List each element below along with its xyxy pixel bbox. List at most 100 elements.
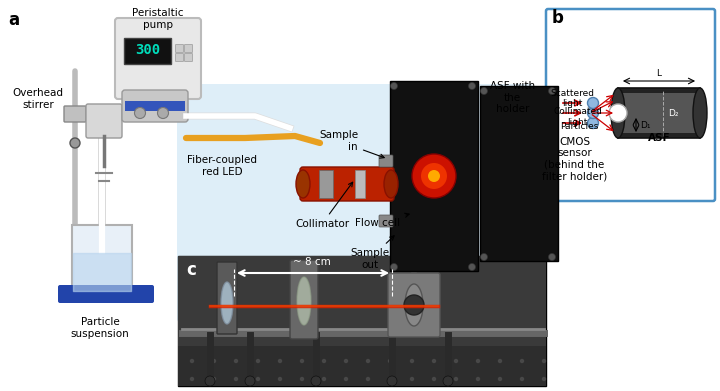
- FancyBboxPatch shape: [178, 341, 546, 386]
- FancyBboxPatch shape: [217, 262, 237, 334]
- FancyBboxPatch shape: [620, 93, 700, 133]
- Circle shape: [480, 253, 487, 260]
- Circle shape: [212, 359, 216, 363]
- Circle shape: [469, 83, 475, 90]
- FancyBboxPatch shape: [124, 38, 171, 63]
- Circle shape: [278, 359, 282, 363]
- Text: Flow cell: Flow cell: [356, 213, 409, 228]
- Circle shape: [158, 108, 168, 118]
- Circle shape: [322, 359, 326, 363]
- Circle shape: [387, 376, 397, 386]
- Circle shape: [443, 376, 453, 386]
- Circle shape: [344, 359, 348, 363]
- Circle shape: [549, 88, 556, 95]
- Circle shape: [390, 83, 397, 90]
- FancyBboxPatch shape: [178, 256, 546, 346]
- Circle shape: [454, 377, 458, 381]
- Ellipse shape: [693, 88, 707, 138]
- FancyBboxPatch shape: [300, 167, 394, 201]
- FancyBboxPatch shape: [115, 18, 201, 99]
- Circle shape: [410, 359, 414, 363]
- Circle shape: [609, 104, 627, 122]
- Text: ASF with
the
holder: ASF with the holder: [490, 81, 535, 114]
- Circle shape: [366, 359, 370, 363]
- FancyBboxPatch shape: [176, 54, 184, 61]
- Circle shape: [344, 377, 348, 381]
- Text: L: L: [657, 69, 662, 78]
- Circle shape: [476, 359, 480, 363]
- Text: a: a: [8, 11, 19, 29]
- Circle shape: [70, 138, 80, 148]
- Text: Sample
out: Sample out: [351, 236, 394, 270]
- Circle shape: [300, 359, 304, 363]
- FancyBboxPatch shape: [388, 273, 440, 337]
- Text: Collimated
light: Collimated light: [553, 107, 602, 127]
- FancyBboxPatch shape: [480, 86, 558, 261]
- Circle shape: [549, 253, 556, 260]
- Circle shape: [388, 377, 392, 381]
- Circle shape: [498, 359, 503, 363]
- Circle shape: [388, 359, 392, 363]
- Circle shape: [588, 108, 598, 118]
- Circle shape: [480, 88, 487, 95]
- FancyBboxPatch shape: [379, 155, 393, 167]
- Circle shape: [190, 377, 194, 381]
- Text: D₁: D₁: [640, 120, 650, 129]
- Circle shape: [421, 163, 447, 189]
- Text: ~ 8 cm: ~ 8 cm: [293, 257, 331, 267]
- Text: c: c: [186, 261, 196, 279]
- Circle shape: [498, 377, 503, 381]
- Text: Fiber-coupled
red LED: Fiber-coupled red LED: [187, 155, 257, 177]
- Circle shape: [322, 377, 326, 381]
- FancyBboxPatch shape: [177, 84, 533, 322]
- Ellipse shape: [405, 284, 423, 326]
- Circle shape: [404, 295, 424, 315]
- Circle shape: [300, 377, 304, 381]
- Circle shape: [520, 377, 524, 381]
- FancyBboxPatch shape: [58, 285, 154, 303]
- Text: Collimator: Collimator: [295, 182, 353, 229]
- Ellipse shape: [384, 170, 398, 198]
- Circle shape: [428, 170, 440, 182]
- Circle shape: [245, 376, 255, 386]
- FancyBboxPatch shape: [176, 45, 184, 52]
- Circle shape: [205, 376, 215, 386]
- FancyBboxPatch shape: [355, 170, 365, 198]
- Ellipse shape: [296, 170, 310, 198]
- Circle shape: [256, 377, 260, 381]
- Circle shape: [469, 264, 475, 271]
- Circle shape: [432, 359, 436, 363]
- Text: Particles: Particles: [560, 122, 598, 131]
- Circle shape: [234, 359, 238, 363]
- Text: Overhead
stirrer: Overhead stirrer: [12, 88, 63, 110]
- FancyBboxPatch shape: [64, 106, 86, 122]
- Circle shape: [311, 376, 321, 386]
- Text: 300: 300: [135, 43, 161, 57]
- Text: ASF: ASF: [648, 133, 670, 143]
- FancyBboxPatch shape: [379, 215, 393, 227]
- Text: Peristaltic
pump: Peristaltic pump: [132, 8, 184, 30]
- Circle shape: [366, 377, 370, 381]
- Circle shape: [454, 359, 458, 363]
- Text: Scattered
light: Scattered light: [550, 89, 594, 108]
- FancyBboxPatch shape: [290, 260, 318, 339]
- FancyBboxPatch shape: [184, 54, 192, 61]
- Circle shape: [541, 359, 546, 363]
- Circle shape: [432, 377, 436, 381]
- Ellipse shape: [297, 277, 311, 325]
- FancyBboxPatch shape: [178, 256, 546, 386]
- FancyBboxPatch shape: [319, 170, 333, 198]
- Ellipse shape: [221, 282, 233, 324]
- Circle shape: [588, 118, 598, 129]
- Circle shape: [256, 359, 260, 363]
- Circle shape: [541, 377, 546, 381]
- FancyBboxPatch shape: [546, 9, 715, 201]
- FancyBboxPatch shape: [184, 45, 192, 52]
- FancyBboxPatch shape: [72, 225, 132, 291]
- Ellipse shape: [611, 88, 625, 138]
- FancyBboxPatch shape: [618, 88, 700, 138]
- Text: Sample
in: Sample in: [319, 130, 384, 158]
- Text: D₂: D₂: [668, 108, 678, 118]
- FancyBboxPatch shape: [390, 81, 478, 271]
- Circle shape: [390, 264, 397, 271]
